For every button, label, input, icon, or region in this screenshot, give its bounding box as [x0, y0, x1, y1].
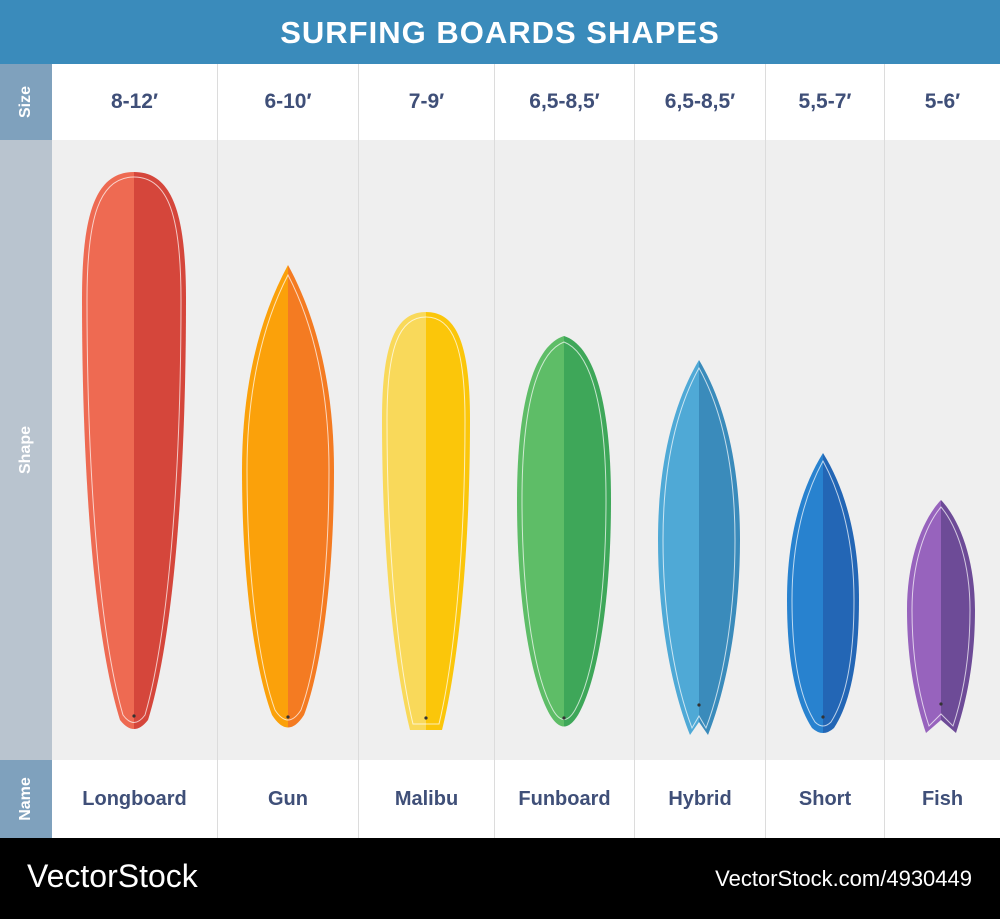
brand-logo: VectorStock [27, 858, 198, 894]
shape-cell [494, 140, 634, 760]
size-cell: 6,5-8,5′ [634, 64, 765, 140]
size-cell: 5-6′ [884, 64, 1000, 140]
row-label-size: Size [0, 64, 52, 140]
row-label-size-text: Size [16, 85, 34, 119]
size-cell: 6,5-8,5′ [494, 64, 634, 140]
name-cell: Malibu [358, 760, 494, 838]
shape-row [52, 140, 1000, 760]
footer: VectorStock VectorStock.com/4930449 [0, 838, 1000, 919]
row-label-shape: Shape [0, 140, 52, 760]
name-cell: Funboard [494, 760, 634, 838]
name-cell: Longboard [82, 787, 187, 810]
size-row: 8-12′ 6-10′ 7-9′ 6,5-8,5′ 6,5-8,5′ 5,5-7… [52, 64, 1000, 140]
row-label-name: Name [0, 760, 52, 838]
shape-cell [358, 140, 494, 760]
name-cell: Short [765, 760, 884, 838]
shape-cell [52, 140, 217, 760]
name-row: Longboard Gun Malibu Funboard Hybrid Sho… [52, 760, 1000, 838]
row-label-name-text: Name [16, 777, 34, 821]
size-cell: 8-12′ [110, 90, 159, 113]
page-title: SURFING BOARDS SHAPES [0, 0, 1000, 64]
shape-cell [765, 140, 884, 760]
size-cell: 6-10′ [217, 64, 358, 140]
size-cell: 5,5-7′ [765, 64, 884, 140]
size-cell: 7-9′ [358, 64, 494, 140]
name-cell: Gun [217, 760, 358, 838]
row-label-shape-text: Shape [16, 425, 34, 475]
shape-cell [217, 140, 358, 760]
name-cell: Fish [884, 760, 1000, 838]
name-cell: Hybrid [634, 760, 765, 838]
image-reference: VectorStock.com/4930449 [715, 866, 972, 891]
shape-cell [634, 140, 765, 760]
shape-cell [884, 140, 1000, 760]
